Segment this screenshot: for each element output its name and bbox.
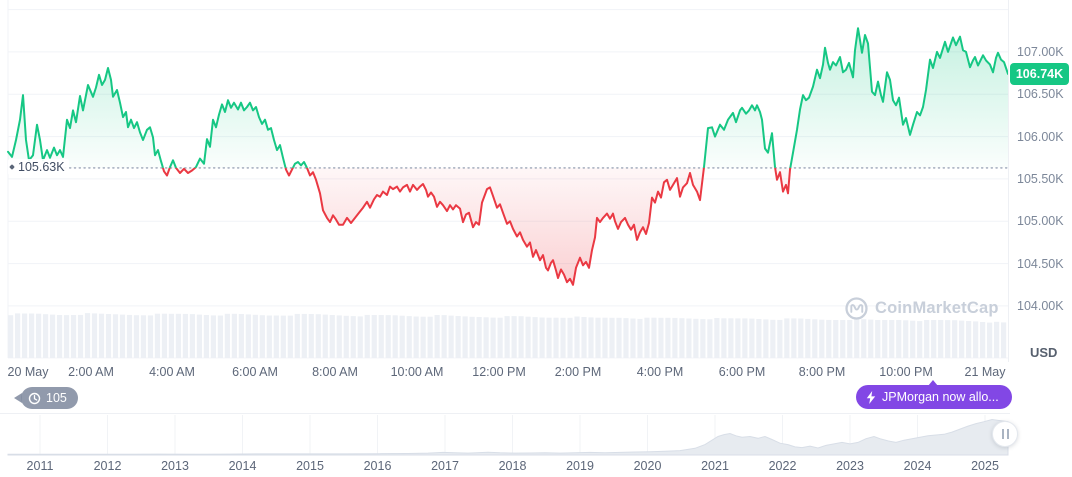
y-axis-label: 106.50K: [1017, 87, 1064, 102]
x-axis-label: 2:00 PM: [554, 365, 602, 379]
timeline-year-label: 2022: [768, 459, 797, 473]
timeline-area: [7, 418, 1009, 456]
watermark-text: CoinMarketCap: [875, 299, 999, 317]
currency-label: USD: [1030, 345, 1058, 360]
baseline-price-value: 105.63K: [18, 160, 65, 175]
timeline-year-label: 2017: [431, 459, 459, 473]
timeline-year-axis: 2011 2012 2013 2014 2015 2016 2017 2018 2019 2020…: [0, 459, 1010, 474]
timeline-year-label: 2015: [296, 459, 324, 473]
x-axis-label: 6:00 AM: [232, 365, 278, 379]
badge-left-tip: [14, 393, 22, 403]
x-axis-label: 12:00 PM: [472, 365, 526, 379]
baseline-marker-icon: [9, 164, 15, 171]
timeline-year-label: 2021: [701, 459, 729, 473]
timeline-year-label: 2016: [363, 459, 392, 473]
badge-up-pointer: [928, 380, 938, 386]
timeline-year-label: 2019: [566, 459, 594, 473]
x-axis-label: 2:00 AM: [68, 365, 114, 379]
coinmarketcap-logo-icon: [845, 297, 868, 320]
price-area-below-baseline: [162, 167, 791, 285]
x-axis-label: 4:00 PM: [636, 365, 684, 379]
y-axis-label: 106.00K: [1017, 129, 1064, 144]
news-count-badge[interactable]: 105: [14, 387, 78, 409]
drag-grip-icon: [1001, 429, 1009, 439]
x-axis-label: 4:00 AM: [149, 365, 195, 379]
y-axis: 106.74K USD 107.00K 106.50K 106.00K 105.50K…: [1008, 0, 1072, 362]
timeline-year-label: 2012: [93, 459, 122, 473]
price-chart-canvas[interactable]: [0, 0, 1008, 362]
x-axis-label: 21 May: [964, 365, 1006, 379]
timeline-year-label: 2013: [161, 459, 189, 473]
news-annotation-badge[interactable]: JPMorgan now allo...: [856, 380, 1012, 409]
timeline-year-label: 2023: [836, 459, 864, 473]
brush-drag-handle[interactable]: [992, 421, 1018, 447]
timeline-year-label: 2020: [633, 459, 662, 473]
volume-bars: [8, 313, 1007, 358]
y-axis-label: 104.50K: [1017, 256, 1064, 271]
timeline-year-label: 2011: [26, 459, 54, 473]
price-line-down: [161, 167, 792, 286]
y-axis-label: 107.00K: [1017, 44, 1064, 59]
price-area-above-baseline: [8, 28, 1008, 168]
timeline-year-label: 2025: [971, 459, 999, 473]
timeline-year-label: 2024: [903, 459, 932, 473]
timeline-brush[interactable]: [0, 413, 1010, 458]
y-axis-label: 105.00K: [1017, 214, 1064, 229]
x-axis-label: 6:00 PM: [718, 365, 766, 379]
x-axis: 20 May 2:00 AM 4:00 AM 6:00 AM 8:00 AM 10:00 …: [0, 365, 1010, 381]
lightning-bolt-icon: [866, 390, 876, 404]
history-clock-icon: [28, 392, 41, 404]
x-axis-label: 8:00 PM: [798, 365, 846, 379]
baseline-price-label: 105.63K: [8, 159, 69, 176]
y-axis-label: 105.50K: [1017, 171, 1064, 186]
x-axis-label: 20 May: [7, 365, 49, 379]
current-price-badge[interactable]: 106.74K: [1010, 62, 1069, 85]
timeline-year-label: 2018: [498, 459, 527, 473]
x-axis-label: 10:00 AM: [390, 365, 444, 379]
coinmarketcap-watermark: CoinMarketCap: [845, 297, 999, 320]
price-line-up: [7, 27, 1008, 168]
x-axis-label: 10:00 PM: [879, 365, 933, 379]
x-axis-label: 8:00 AM: [312, 365, 358, 379]
timeline-year-label: 2014: [228, 459, 257, 473]
news-headline: JPMorgan now allo...: [882, 390, 999, 404]
news-count-value: 105: [46, 391, 67, 405]
y-axis-label: 104.00K: [1017, 298, 1064, 313]
